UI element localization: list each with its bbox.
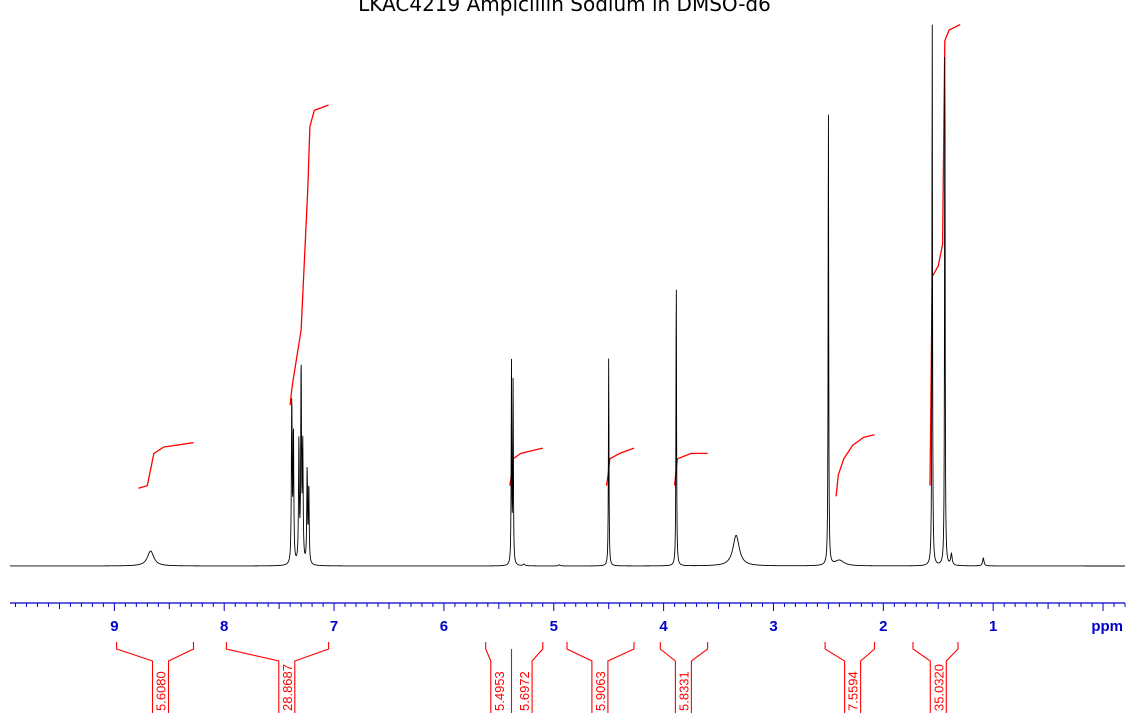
integral-bracket	[912, 642, 959, 713]
spectrum-trace	[9, 24, 1125, 567]
tick-label: 3	[769, 618, 777, 635]
integral-bracket	[659, 642, 709, 713]
tick-label: 8	[220, 618, 228, 635]
tick-label: 7	[330, 618, 338, 635]
tick-label: 2	[879, 618, 887, 635]
chart-title: LKAC4219 Ampicillin Sodium in DMSO-d6	[358, 0, 771, 16]
integral-labels: 5.6080 28.8687 5.4953 5.6972 5.9063 5.8331 7.5…	[116, 642, 959, 713]
integral-value-label: 5.8331	[676, 671, 691, 711]
integral-curve-4	[605, 447, 635, 486]
tick-label: 1	[989, 618, 997, 635]
ppm-axis: 9 8 7 6 5 4 3 2 1 ppm	[10, 602, 1126, 635]
integral-value-label: 5.6080	[154, 671, 169, 711]
integral-layer	[138, 24, 961, 497]
integral-curve-1	[138, 442, 194, 489]
integral-value-label: 5.4953	[492, 671, 507, 711]
tick-label: 9	[110, 618, 118, 635]
x-axis-label: ppm	[1091, 618, 1123, 635]
integral-curve-3	[509, 447, 543, 486]
integral-value-label: 35.0320	[931, 664, 946, 711]
integral-value-label: 5.6972	[517, 671, 532, 711]
integral-bracket	[116, 642, 195, 713]
integral-curve-6	[835, 434, 875, 497]
tick-label: 6	[440, 618, 448, 635]
spectrum-layer	[9, 24, 1125, 567]
integral-curve-5	[673, 452, 708, 486]
integral-bracket	[225, 642, 330, 713]
integral-bracket	[566, 642, 635, 713]
integral-bracket	[485, 642, 544, 713]
tick-label: 4	[659, 618, 668, 635]
integral-value-label: 28.8687	[280, 664, 295, 711]
integral-value-label: 7.5594	[846, 671, 861, 711]
integral-value-label: 5.9063	[593, 671, 608, 711]
integral-curve-2	[289, 104, 329, 406]
tick-label: 5	[550, 618, 558, 635]
integral-bracket	[824, 642, 876, 713]
